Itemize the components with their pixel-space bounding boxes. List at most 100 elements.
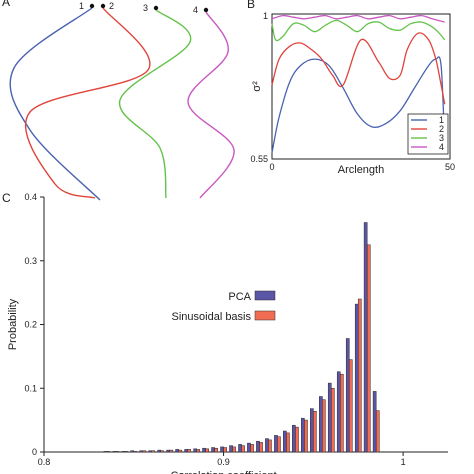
bar-pca bbox=[363, 222, 368, 453]
bar-pca bbox=[184, 449, 188, 453]
bar-sinusoidal bbox=[196, 449, 200, 453]
bar-pca bbox=[310, 408, 314, 453]
bar-sinusoidal bbox=[295, 426, 299, 453]
bar-sinusoidal bbox=[348, 359, 353, 453]
plot-frame bbox=[271, 13, 451, 160]
x-tick-label: 0.8 bbox=[38, 457, 51, 467]
bar-pca bbox=[157, 449, 162, 453]
bar-pca bbox=[121, 451, 126, 453]
bar-pca bbox=[256, 440, 260, 453]
x-tick-label: 1 bbox=[401, 457, 406, 467]
legend-label-pca: PCA bbox=[228, 291, 251, 303]
bar-sinusoidal bbox=[214, 447, 218, 453]
bar-pca bbox=[238, 444, 242, 453]
bar-sinusoidal bbox=[178, 449, 183, 453]
curve-start-dot-1 bbox=[89, 3, 95, 9]
bar-sinusoidal bbox=[223, 447, 227, 453]
bar-pca bbox=[292, 424, 296, 453]
bar-sinusoidal bbox=[277, 436, 281, 453]
bar-sinusoidal bbox=[187, 449, 191, 453]
y-tick-label: 1 bbox=[263, 11, 268, 21]
bar-pca bbox=[166, 449, 170, 453]
legend-label-2: 2 bbox=[439, 124, 444, 134]
curve-2 bbox=[24, 7, 151, 199]
y-tick-label: 0 bbox=[32, 447, 37, 457]
bar-sinusoidal bbox=[313, 410, 317, 453]
curve-label-4: 4 bbox=[193, 5, 198, 15]
bar-sinusoidal bbox=[357, 298, 362, 453]
curve-label-3: 3 bbox=[143, 3, 148, 13]
bar-pca bbox=[103, 451, 108, 453]
bar-sinusoidal bbox=[259, 442, 263, 453]
legend-label-1: 1 bbox=[439, 115, 444, 125]
x-tick-label: 0 bbox=[269, 162, 274, 172]
bar-sinusoidal bbox=[205, 448, 209, 453]
bar-pca bbox=[211, 447, 215, 453]
bar-pca bbox=[148, 450, 153, 453]
curve-4 bbox=[187, 11, 235, 199]
legend-label-sinusoidal: Sinusoidal basis bbox=[172, 311, 252, 323]
bar-pca bbox=[202, 447, 206, 453]
legend-swatch-sinusoidal bbox=[254, 310, 276, 321]
x-tick-label: 0.9 bbox=[217, 457, 230, 467]
bar-pca bbox=[229, 445, 233, 453]
panel-label-a: A bbox=[2, 0, 10, 9]
curve-start-dot-3 bbox=[153, 5, 159, 11]
histogram-panel: 0 0.1 0.2 0.3 0.4 0.8 0.9 1 Probability Correlati… bbox=[7, 192, 448, 474]
bar-pca bbox=[130, 450, 135, 453]
x-tick-label: 50 bbox=[445, 162, 455, 172]
bar-sinusoidal bbox=[340, 373, 344, 453]
x-axis-label: Correlation coefficient bbox=[170, 470, 276, 474]
legend-label-3: 3 bbox=[439, 133, 444, 143]
bar-pca bbox=[220, 446, 224, 453]
curve-label-1: 1 bbox=[79, 1, 84, 11]
y-tick-label: 0.3 bbox=[24, 256, 37, 266]
curve-label-2: 2 bbox=[109, 1, 114, 11]
bar-pca bbox=[336, 371, 341, 453]
bar-sinusoidal bbox=[286, 432, 290, 453]
legend-swatch-pca bbox=[254, 290, 276, 301]
panel-label-c: C bbox=[2, 191, 11, 205]
bar-pca bbox=[345, 338, 350, 453]
bar-pca bbox=[354, 303, 359, 453]
bar-pca bbox=[319, 396, 323, 453]
bar-sinusoidal bbox=[241, 445, 245, 453]
line-series-4 bbox=[271, 14, 445, 23]
bar-pca bbox=[283, 430, 287, 453]
bar-sinusoidal bbox=[124, 451, 129, 453]
curve-3 bbox=[119, 9, 192, 199]
line-series-3 bbox=[271, 19, 446, 42]
bar-pca bbox=[112, 451, 117, 453]
curve-start-dot-4 bbox=[203, 7, 209, 13]
bar-sinusoidal bbox=[160, 450, 165, 453]
bar-pca bbox=[193, 448, 197, 453]
y-tick-label: 0.55 bbox=[250, 154, 268, 164]
y-tick-label: 0.4 bbox=[24, 192, 37, 202]
curve-1 bbox=[9, 7, 101, 201]
y-tick-label: 0.2 bbox=[24, 320, 37, 330]
bar-sinusoidal bbox=[133, 451, 138, 453]
bar-pca bbox=[139, 450, 144, 453]
bar-sinusoidal bbox=[375, 410, 380, 453]
bar-sinusoidal bbox=[169, 449, 174, 453]
bar-sinusoidal bbox=[115, 451, 120, 453]
bar-sinusoidal bbox=[304, 419, 308, 453]
bar-pca bbox=[372, 391, 377, 453]
bar-sinusoidal bbox=[268, 439, 272, 453]
bar-sinusoidal bbox=[322, 399, 326, 453]
legend-label-4: 4 bbox=[439, 142, 444, 152]
bar-pca bbox=[265, 438, 269, 453]
bar-pca bbox=[301, 417, 305, 453]
bar-sinusoidal bbox=[366, 244, 371, 453]
bar-sinusoidal bbox=[331, 388, 335, 453]
line-series-1 bbox=[271, 56, 446, 153]
line-series-2 bbox=[271, 32, 446, 105]
bar-sinusoidal bbox=[151, 450, 156, 453]
bar-sinusoidal bbox=[142, 450, 147, 453]
panel-label-b: B bbox=[247, 0, 255, 11]
y-axis-label: σ² bbox=[251, 81, 263, 92]
bar-sinusoidal bbox=[250, 444, 254, 453]
bar-pca bbox=[274, 435, 278, 453]
curve-start-dot-2 bbox=[100, 3, 106, 9]
